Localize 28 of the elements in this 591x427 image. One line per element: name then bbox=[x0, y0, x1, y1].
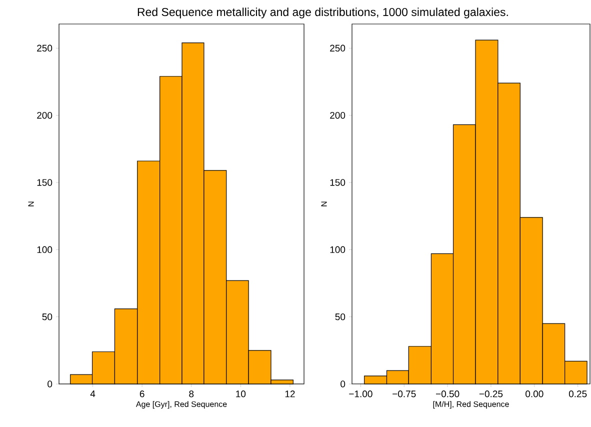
y-tick-label: 100 bbox=[330, 246, 346, 254]
x-tick-label: 8 bbox=[189, 390, 194, 398]
x-tick-label: −0.75 bbox=[392, 390, 416, 398]
y-tick-label: 100 bbox=[37, 246, 52, 254]
y-tick-label: 0 bbox=[48, 380, 52, 388]
x-tick-label: 4 bbox=[90, 390, 96, 398]
x-tick-label: 6 bbox=[140, 390, 144, 398]
x-tick-label: 0.25 bbox=[568, 390, 587, 398]
y-tick-label: 200 bbox=[37, 112, 52, 119]
x-tick-label: −0.50 bbox=[436, 390, 460, 398]
x-tick-label: 0.00 bbox=[526, 390, 544, 398]
y-tick-label: 50 bbox=[42, 313, 52, 320]
chart-title: Red Sequence metallicity and age distributions, 1000 simulated galaxies. bbox=[138, 8, 508, 18]
y-tick-label: 50 bbox=[335, 313, 346, 320]
y-tick-label: 200 bbox=[330, 112, 346, 119]
y-tick-label: 250 bbox=[37, 44, 52, 52]
y-axis-title: N bbox=[321, 202, 327, 206]
x-tick-label: 10 bbox=[236, 390, 246, 398]
y-tick-label: 150 bbox=[37, 179, 52, 186]
x-tick-label: −1.00 bbox=[349, 390, 372, 398]
y-tick-label: 0 bbox=[340, 380, 346, 388]
x-axis-title: Age [Gyr], Red Sequence bbox=[136, 401, 227, 409]
x-tick-label: −0.25 bbox=[479, 390, 503, 398]
x-axis-title: [M/H], Red Sequence bbox=[433, 401, 509, 409]
y-axis-title: N bbox=[28, 202, 34, 206]
y-tick-label: 250 bbox=[330, 44, 346, 52]
x-tick-label: 12 bbox=[285, 390, 295, 398]
y-tick-label: 150 bbox=[330, 179, 346, 186]
